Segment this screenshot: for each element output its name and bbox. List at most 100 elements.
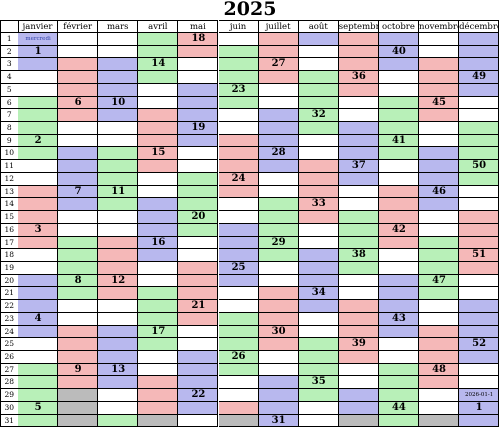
day-cell[interactable]: [98, 33, 139, 46]
day-cell[interactable]: [338, 96, 379, 110]
day-cell[interactable]: [58, 33, 99, 46]
day-cell[interactable]: [58, 134, 99, 148]
day-cell[interactable]: [459, 71, 500, 84]
day-cell[interactable]: [178, 83, 219, 97]
day-cell[interactable]: [18, 33, 59, 46]
day-cell[interactable]: [338, 338, 379, 351]
day-cell[interactable]: [58, 261, 99, 275]
day-cell[interactable]: [178, 198, 219, 212]
day-cell[interactable]: [98, 312, 139, 326]
day-cell[interactable]: [338, 185, 379, 199]
day-cell[interactable]: [218, 236, 259, 250]
day-cell[interactable]: [459, 414, 500, 428]
day-cell[interactable]: [258, 351, 299, 364]
day-cell[interactable]: [18, 300, 59, 313]
day-cell[interactable]: [218, 45, 259, 59]
day-cell[interactable]: [178, 122, 219, 135]
day-cell[interactable]: [58, 211, 99, 224]
day-cell[interactable]: [138, 249, 179, 262]
day-cell[interactable]: [338, 312, 379, 326]
day-cell[interactable]: [298, 300, 339, 313]
day-cell[interactable]: [459, 401, 500, 415]
day-cell[interactable]: [258, 160, 299, 173]
day-cell[interactable]: [138, 376, 179, 390]
day-cell[interactable]: [419, 236, 460, 250]
day-cell[interactable]: [338, 147, 379, 161]
day-cell[interactable]: [298, 147, 339, 161]
day-cell[interactable]: [18, 134, 59, 148]
day-cell[interactable]: [419, 45, 460, 59]
day-cell[interactable]: [178, 223, 219, 237]
day-cell[interactable]: [58, 83, 99, 97]
day-cell[interactable]: [298, 134, 339, 148]
day-cell[interactable]: [378, 223, 419, 237]
day-cell[interactable]: [298, 351, 339, 364]
day-cell[interactable]: [419, 274, 460, 288]
day-cell[interactable]: [138, 147, 179, 161]
day-cell[interactable]: [419, 58, 460, 72]
day-cell[interactable]: [18, 351, 59, 364]
day-cell[interactable]: [258, 363, 299, 377]
day-cell[interactable]: [218, 96, 259, 110]
day-cell[interactable]: [298, 211, 339, 224]
day-cell[interactable]: [58, 287, 99, 301]
day-cell[interactable]: [419, 109, 460, 123]
day-cell[interactable]: [378, 147, 419, 161]
day-cell[interactable]: [218, 274, 259, 288]
day-cell[interactable]: [258, 338, 299, 351]
day-cell[interactable]: [459, 185, 500, 199]
day-cell[interactable]: [18, 236, 59, 250]
day-cell[interactable]: [218, 33, 259, 46]
day-cell[interactable]: [338, 160, 379, 173]
day-cell[interactable]: [338, 376, 379, 390]
day-cell[interactable]: [18, 389, 59, 402]
day-cell[interactable]: [378, 236, 419, 250]
day-cell[interactable]: [258, 401, 299, 415]
day-cell[interactable]: [419, 300, 460, 313]
day-cell[interactable]: [298, 363, 339, 377]
day-cell[interactable]: [378, 312, 419, 326]
day-cell[interactable]: [378, 351, 419, 364]
day-cell[interactable]: [298, 185, 339, 199]
day-cell[interactable]: [138, 160, 179, 173]
day-cell[interactable]: [58, 325, 99, 339]
day-cell[interactable]: [338, 122, 379, 135]
day-cell[interactable]: [378, 122, 419, 135]
day-cell[interactable]: [218, 109, 259, 123]
day-cell[interactable]: [459, 389, 500, 402]
day-cell[interactable]: [459, 274, 500, 288]
day-cell[interactable]: [178, 261, 219, 275]
day-cell[interactable]: [378, 414, 419, 428]
day-cell[interactable]: [258, 58, 299, 72]
day-cell[interactable]: [58, 71, 99, 84]
day-cell[interactable]: [58, 122, 99, 135]
day-cell[interactable]: [18, 198, 59, 212]
day-cell[interactable]: [18, 109, 59, 123]
day-cell[interactable]: [98, 401, 139, 415]
day-cell[interactable]: [378, 401, 419, 415]
day-cell[interactable]: [178, 351, 219, 364]
day-cell[interactable]: [178, 300, 219, 313]
day-cell[interactable]: [58, 376, 99, 390]
day-cell[interactable]: [18, 211, 59, 224]
day-cell[interactable]: [98, 160, 139, 173]
day-cell[interactable]: [298, 109, 339, 123]
day-cell[interactable]: [218, 300, 259, 313]
day-cell[interactable]: [218, 261, 259, 275]
day-cell[interactable]: [459, 363, 500, 377]
day-cell[interactable]: [378, 172, 419, 186]
day-cell[interactable]: [178, 211, 219, 224]
day-cell[interactable]: [178, 249, 219, 262]
day-cell[interactable]: [258, 274, 299, 288]
day-cell[interactable]: [218, 172, 259, 186]
day-cell[interactable]: [218, 122, 259, 135]
day-cell[interactable]: [419, 160, 460, 173]
day-cell[interactable]: [459, 172, 500, 186]
day-cell[interactable]: [138, 325, 179, 339]
day-cell[interactable]: [459, 198, 500, 212]
day-cell[interactable]: [298, 249, 339, 262]
day-cell[interactable]: [378, 45, 419, 59]
day-cell[interactable]: [419, 261, 460, 275]
day-cell[interactable]: [178, 287, 219, 301]
day-cell[interactable]: [338, 198, 379, 212]
